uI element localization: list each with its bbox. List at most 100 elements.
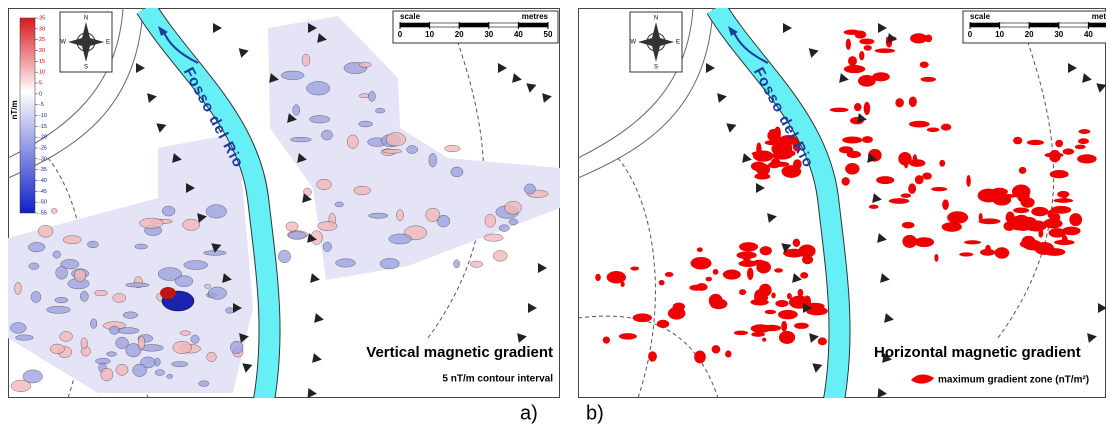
gradient-zone	[922, 172, 932, 179]
gradient-zone	[1012, 185, 1030, 199]
anomaly	[429, 153, 437, 167]
gradient-zone	[1050, 213, 1061, 222]
gradient-zone	[941, 124, 951, 131]
gradient-zone	[775, 300, 788, 307]
anomaly	[47, 306, 71, 313]
gradient-zone	[774, 268, 783, 272]
panel-label: b)	[586, 402, 604, 424]
gradient-zone	[909, 96, 917, 107]
gradient-zone	[901, 193, 911, 197]
gradient-zone	[771, 292, 776, 298]
anomaly	[306, 81, 329, 95]
legend-label: maximum gradient zone (nT/m²)	[938, 375, 1089, 386]
map-panel: Fosso del RioNSEWscalemetres01020304050H…	[578, 8, 1110, 400]
anomaly	[437, 215, 450, 227]
anomaly	[451, 167, 463, 177]
gradient-zone	[709, 294, 723, 308]
anomaly	[56, 266, 68, 279]
colorbar-unit: nT/m	[10, 100, 19, 119]
gradient-zone	[781, 165, 801, 178]
anomaly	[133, 364, 147, 377]
anomaly	[485, 214, 496, 227]
scale-segment	[1029, 23, 1059, 27]
anomaly	[368, 213, 388, 218]
anomaly	[138, 336, 145, 349]
anomaly	[28, 242, 45, 252]
anomaly	[524, 184, 535, 194]
gradient-zone	[980, 249, 995, 256]
anomaly	[123, 312, 138, 319]
scale-unit: metres	[522, 12, 549, 21]
compass-letter: N	[84, 16, 88, 22]
gradient-zone	[895, 98, 904, 107]
scale-unit: metres	[1092, 12, 1110, 21]
gradient-zone	[760, 246, 772, 255]
map-title: Horizontal magnetic gradient	[874, 344, 1081, 361]
anomaly	[318, 221, 338, 230]
gradient-zone	[864, 45, 872, 51]
gradient-zone	[902, 222, 915, 229]
colorbar-label: 25	[39, 37, 45, 43]
scale-segment	[459, 23, 489, 27]
gradient-zone	[648, 351, 657, 361]
anomaly	[302, 54, 310, 66]
gradient-zone	[690, 257, 711, 269]
gradient-zone	[778, 310, 798, 319]
gradient-zone	[921, 77, 936, 82]
anomaly	[499, 225, 509, 232]
gradient-zone	[1054, 240, 1075, 245]
gradient-zone	[842, 137, 862, 144]
anomaly	[107, 352, 117, 356]
anomaly	[175, 276, 193, 287]
compass-letter: W	[630, 40, 636, 46]
anomaly	[184, 261, 208, 270]
anomaly	[317, 179, 332, 189]
anomaly	[180, 331, 191, 336]
gradient-zone	[800, 323, 808, 327]
scale-label: 20	[1025, 30, 1034, 39]
gradient-zone	[754, 173, 770, 179]
gradient-zone	[1022, 236, 1036, 248]
colorbar-label: -20	[39, 135, 47, 141]
scale-segment	[430, 23, 460, 27]
gradient-zone	[904, 155, 909, 169]
anomaly	[81, 338, 88, 349]
gradient-zone	[752, 151, 770, 156]
anomaly	[23, 370, 43, 383]
scale-label: 50	[544, 30, 553, 39]
anomaly	[359, 62, 371, 67]
gradient-zone	[800, 272, 808, 279]
gradient-zone	[845, 163, 859, 175]
anomaly	[369, 91, 376, 101]
anomaly	[172, 362, 188, 367]
gradient-zone	[862, 136, 873, 143]
colorbar-label: -50	[39, 200, 47, 206]
colorbar-label: 5	[39, 80, 42, 86]
scale-label: 10	[995, 30, 1004, 39]
scale-label: 40	[514, 30, 523, 39]
gradient-zone	[1013, 137, 1022, 145]
gradient-zone	[858, 75, 876, 87]
gradient-zone	[978, 189, 1000, 203]
gradient-zone	[619, 333, 637, 340]
anomaly	[155, 370, 165, 376]
anomaly	[208, 287, 227, 299]
gradient-zone	[1019, 167, 1027, 174]
colorbar-label: -35	[39, 167, 47, 173]
gradient-zone	[939, 160, 945, 167]
map-subtitle: 5 nT/m contour interval	[442, 374, 553, 385]
gradient-zone	[1075, 145, 1086, 150]
gradient-zone	[737, 251, 757, 259]
gradient-zone	[1021, 197, 1035, 207]
gradient-zone	[1045, 153, 1064, 158]
colorbar-label: -30	[39, 156, 47, 162]
gradient-zone	[751, 299, 769, 306]
gradient-zone	[1050, 170, 1069, 178]
scale-segment	[970, 23, 1000, 27]
anomaly	[407, 146, 418, 154]
anomaly	[278, 250, 290, 263]
gradient-zone	[914, 237, 934, 247]
gradient-zone	[657, 320, 670, 328]
anomaly	[94, 290, 107, 296]
anomaly	[335, 202, 344, 207]
